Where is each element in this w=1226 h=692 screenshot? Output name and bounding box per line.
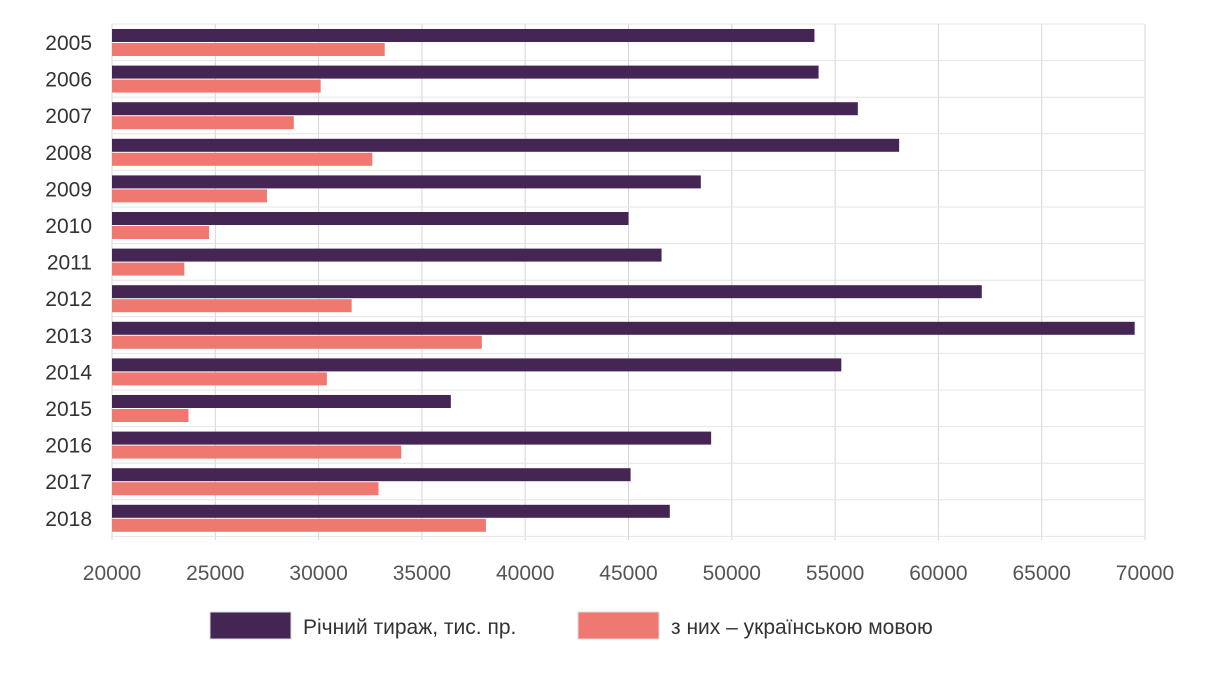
year-label: 2006	[45, 69, 92, 92]
year-label: 2010	[45, 215, 92, 238]
bar-annual-circulation	[112, 431, 712, 445]
x-tick-label: 45000	[599, 562, 657, 585]
bar-ukrainian-language	[112, 335, 482, 349]
bar-ukrainian-language	[112, 262, 185, 276]
x-tick-label: 35000	[393, 562, 451, 585]
x-tick-label: 25000	[186, 562, 244, 585]
bar-ukrainian-language	[112, 189, 267, 203]
bar-annual-circulation	[112, 285, 982, 299]
year-label: 2009	[45, 178, 92, 201]
year-label: 2016	[45, 435, 92, 458]
x-tick-label: 60000	[909, 562, 967, 585]
x-tick-label: 40000	[496, 562, 554, 585]
bar-annual-circulation	[112, 102, 858, 116]
x-axis-ticks: 20000 25000 30000 35000 40000 45000 50000 55000…	[83, 562, 1174, 585]
year-label: 2007	[45, 105, 92, 128]
bar-annual-circulation	[112, 175, 701, 189]
year-label: 2008	[45, 142, 92, 165]
legend-swatch-annual-circulation	[209, 611, 292, 640]
bar-annual-circulation	[112, 468, 631, 482]
bar-ukrainian-language	[112, 445, 402, 459]
x-tick-label: 55000	[806, 562, 864, 585]
year-label: 2012	[45, 288, 92, 311]
bar-ukrainian-language	[112, 518, 486, 532]
bar-ukrainian-language	[112, 79, 321, 93]
legend: Річний тираж, тис. пр. з них – українськ…	[209, 611, 933, 640]
bar-annual-circulation	[112, 248, 662, 262]
year-label: 2013	[45, 325, 92, 348]
x-tick-label: 70000	[1116, 562, 1174, 585]
year-label: 2005	[45, 32, 92, 55]
bar-annual-circulation	[112, 321, 1135, 335]
grid	[111, 23, 1146, 540]
bar-ukrainian-language	[112, 482, 379, 496]
x-tick-label: 30000	[289, 562, 347, 585]
bar-ukrainian-language	[112, 152, 373, 166]
legend-swatch-ukrainian-language	[577, 611, 660, 640]
bar-annual-circulation	[112, 358, 842, 372]
bar-ukrainian-language	[112, 299, 352, 313]
x-tick-label: 50000	[703, 562, 761, 585]
bar-annual-circulation	[112, 29, 815, 42]
y-axis-labels: 2005 2006 2007 2008 2009 2010 2011 2012 2013 2014…	[45, 32, 92, 531]
x-tick-label: 20000	[83, 562, 141, 585]
bar-annual-circulation	[112, 395, 451, 408]
year-label: 2011	[47, 252, 92, 275]
legend-label-annual-circulation: Річний тираж, тис. пр.	[303, 616, 516, 639]
bar-annual-circulation	[112, 504, 670, 518]
bar-annual-circulation	[112, 138, 900, 152]
bars	[112, 29, 1135, 532]
legend-label-ukrainian-language: з них – українською мовою	[671, 616, 933, 639]
x-tick-label: 65000	[1012, 562, 1070, 585]
bar-ukrainian-language	[112, 226, 210, 239]
bar-annual-circulation	[112, 65, 819, 79]
year-label: 2015	[45, 398, 92, 421]
bar-ukrainian-language	[112, 43, 385, 56]
bar-annual-circulation	[112, 212, 629, 225]
year-label: 2018	[45, 508, 92, 531]
bar-ukrainian-language	[112, 116, 294, 130]
year-label: 2014	[45, 361, 92, 384]
bar-ukrainian-language	[112, 372, 327, 386]
bar-ukrainian-language	[112, 409, 189, 422]
year-label: 2017	[45, 471, 92, 494]
